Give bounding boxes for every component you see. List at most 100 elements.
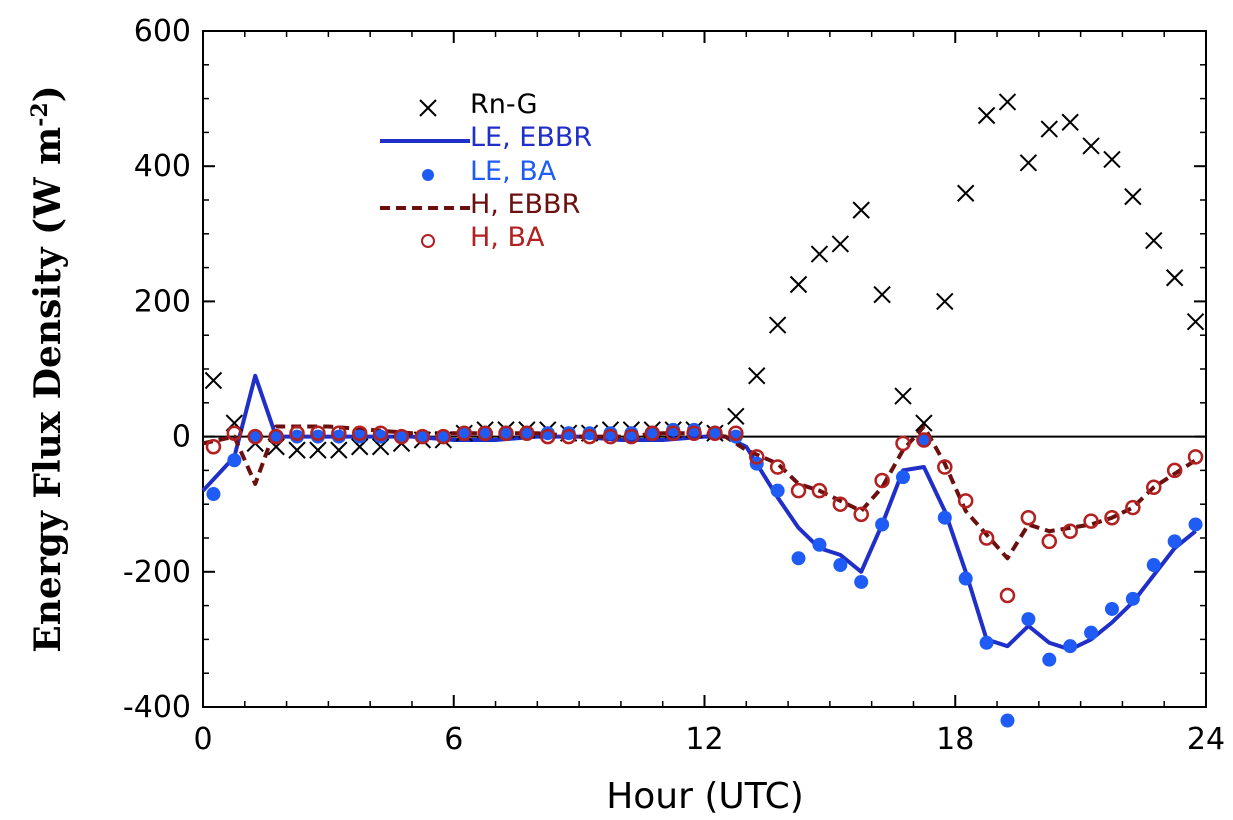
point-h-ba	[1062, 523, 1078, 539]
point-h-ba	[226, 425, 243, 441]
point-h-ba	[832, 496, 849, 512]
point-h-ba	[1166, 462, 1183, 479]
x-tick-label: 12	[685, 722, 723, 757]
legend-label-le-ebbr: LE, EBBR	[470, 122, 592, 153]
point-rn-g	[998, 93, 1017, 111]
point-rn-g	[789, 275, 808, 294]
y-tick-label: 200	[134, 284, 191, 319]
point-stroke	[288, 441, 306, 459]
point-h-ba	[1146, 479, 1162, 496]
point-h-ba	[372, 425, 389, 441]
y-axis-title-main: Energy Flux Density (W m	[27, 127, 69, 653]
y-tick-label: 600	[134, 14, 191, 49]
point-h-ba	[1187, 449, 1204, 465]
point-h-ba	[874, 472, 890, 489]
point-stroke	[810, 245, 829, 263]
x-tick-label: 6	[444, 722, 463, 757]
point-le-ba	[519, 426, 534, 441]
point-le-ba	[833, 558, 848, 573]
point-h-ba	[957, 493, 974, 509]
point-rn-g	[1082, 137, 1100, 155]
point-h-ba	[247, 428, 263, 445]
point-le-ba	[457, 426, 472, 441]
point-rn-g	[1145, 231, 1163, 250]
point-stroke	[852, 201, 870, 219]
point-stroke	[1165, 269, 1184, 287]
point-rn-g	[956, 184, 975, 202]
point-stroke	[748, 367, 766, 385]
y-tick-label: -200	[123, 555, 191, 590]
point-h-ba	[435, 428, 452, 445]
point-stroke	[727, 407, 745, 426]
point-stroke	[768, 316, 787, 334]
point-rn-g	[936, 292, 954, 311]
point-h-ba	[623, 428, 640, 445]
point-h-ba	[748, 449, 765, 465]
point-stroke	[873, 285, 891, 304]
point-le-ba	[937, 510, 952, 525]
point-h-ba	[644, 425, 661, 441]
point-h-ba	[477, 425, 493, 441]
legend-label-h-ebbr: H, EBBR	[470, 189, 580, 220]
point-h-ba	[540, 428, 556, 445]
point-le-ba	[791, 551, 806, 566]
point-rn-g	[810, 245, 829, 263]
point-h-ba	[916, 432, 932, 448]
legend-marker-le-ba	[422, 169, 434, 181]
legend-marker-h-ba	[421, 234, 435, 248]
point-stroke	[831, 235, 850, 253]
point-rn-g	[371, 438, 390, 456]
point-stroke	[1019, 154, 1038, 172]
point-rn-g	[977, 106, 996, 125]
point-le-ba	[896, 470, 911, 485]
point-le-ba	[1188, 517, 1203, 532]
point-le-ba	[875, 517, 890, 532]
point-h-ba	[331, 425, 347, 441]
point-rn-g	[1103, 150, 1121, 169]
point-stroke	[789, 275, 808, 294]
point-le-ba	[854, 574, 869, 589]
series-le-ba	[206, 422, 1203, 728]
point-rn-g	[309, 441, 327, 459]
point-stroke	[351, 438, 369, 456]
point-le-ba	[1063, 639, 1078, 654]
x-tick-label: 18	[936, 722, 974, 757]
point-rn-g	[330, 441, 348, 459]
point-h-ba	[1020, 509, 1037, 526]
point-stroke	[936, 292, 954, 311]
point-le-ba	[478, 426, 493, 441]
point-stroke	[1124, 187, 1142, 206]
point-rn-g	[873, 285, 891, 304]
point-h-ba	[978, 530, 995, 546]
point-h-ba	[393, 428, 410, 445]
point-stroke	[204, 371, 223, 390]
point-stroke	[309, 441, 327, 459]
point-stroke	[956, 184, 975, 202]
point-le-ba	[394, 429, 409, 444]
point-rn-g	[1019, 154, 1038, 172]
series-rn-g	[204, 93, 1205, 459]
point-rn-g	[1061, 113, 1079, 131]
point-h-ba	[456, 425, 472, 441]
point-le-ba	[1000, 713, 1015, 728]
point-rn-g	[894, 387, 912, 405]
point-stroke	[998, 93, 1017, 111]
y-tick-label: 400	[134, 149, 191, 184]
point-h-ba	[310, 425, 326, 441]
point-le-ba	[227, 453, 242, 468]
y-tick-label: -400	[123, 690, 191, 725]
legend-label-h-ba: H, BA	[470, 222, 545, 253]
point-le-ba	[269, 429, 284, 444]
point-le-ba	[958, 571, 973, 586]
series-line-le-ebbr	[201, 373, 1197, 652]
point-le-ba	[1042, 652, 1057, 667]
point-stroke	[1145, 231, 1163, 250]
point-h-ba	[498, 425, 514, 441]
legend-label-rn-g: Rn-G	[470, 89, 538, 120]
point-le-ba	[1167, 534, 1182, 549]
point-stroke	[1082, 137, 1100, 155]
point-le-ba	[1084, 625, 1099, 640]
point-rn-g	[727, 407, 745, 426]
y-axis-title-close: )	[27, 85, 69, 102]
